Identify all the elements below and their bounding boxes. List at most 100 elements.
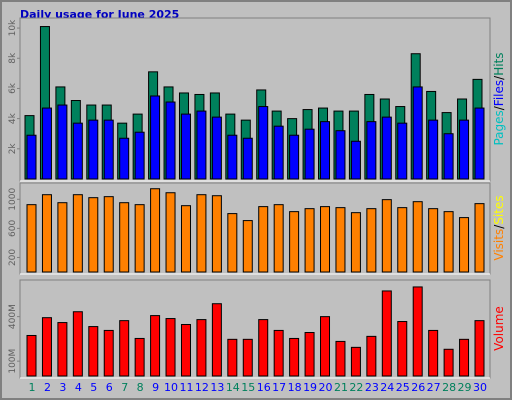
bar <box>474 203 485 273</box>
bar <box>165 318 176 377</box>
bar <box>381 290 392 377</box>
bar <box>196 319 207 377</box>
x-tick-label: 11 <box>179 381 193 394</box>
bar <box>134 204 145 273</box>
bar <box>150 188 161 273</box>
bar <box>443 211 454 273</box>
x-tick-label: 3 <box>59 381 66 394</box>
bar <box>320 316 331 377</box>
bar <box>289 337 300 377</box>
x-tick-label: 8 <box>137 381 144 394</box>
bar <box>289 211 300 273</box>
bar <box>180 205 191 273</box>
bar <box>320 121 331 180</box>
x-tick-label: 15 <box>241 381 255 394</box>
bar <box>57 104 68 180</box>
x-tick-label: 2 <box>44 381 51 394</box>
legend-entry: Sites <box>492 195 506 224</box>
x-tick-label: 19 <box>303 381 317 394</box>
bar <box>211 303 222 377</box>
bar <box>258 106 269 180</box>
bar <box>119 320 130 377</box>
bar <box>397 122 408 180</box>
legend: Visits/Sites <box>492 195 506 260</box>
bar <box>134 337 145 377</box>
bar <box>227 213 238 273</box>
y-tick-label: 1000 <box>8 188 18 211</box>
x-tick-label: 13 <box>210 381 224 394</box>
bar <box>242 220 253 273</box>
bar <box>211 116 222 180</box>
bar <box>443 133 454 180</box>
legend-entry: Volume <box>492 306 506 351</box>
x-tick-label: 26 <box>411 381 425 394</box>
bar <box>381 116 392 180</box>
x-tick-label: 25 <box>396 381 410 394</box>
bar <box>304 332 315 377</box>
bar <box>72 194 83 273</box>
bar <box>273 204 284 273</box>
y-tick-label: 2k <box>8 143 18 155</box>
bar <box>150 95 161 180</box>
y-tick-label: 400M <box>8 304 18 329</box>
bar <box>41 107 52 180</box>
y-tick-label: 100M <box>8 349 18 374</box>
bar <box>397 207 408 273</box>
bar <box>196 110 207 180</box>
bar <box>41 317 52 377</box>
bar <box>273 329 284 377</box>
bar <box>150 315 161 377</box>
x-tick-label: 29 <box>458 381 472 394</box>
x-tick-label: 4 <box>75 381 82 394</box>
legend: Pages/Files/Hits <box>492 52 506 145</box>
y-tick-label: 600 <box>8 220 18 237</box>
bar <box>211 195 222 273</box>
legend-entry: Files <box>492 80 506 106</box>
legend-separator: / <box>492 75 506 80</box>
legend-separator: / <box>492 224 506 229</box>
bar <box>412 201 423 273</box>
bar <box>57 322 68 377</box>
bar <box>366 208 377 273</box>
bar <box>350 212 361 273</box>
bar <box>474 107 485 180</box>
bar <box>335 207 346 273</box>
y-tick-label: 10k <box>8 19 18 36</box>
bar <box>350 346 361 377</box>
bar <box>350 140 361 180</box>
bar <box>165 101 176 180</box>
bar <box>103 119 114 180</box>
y-tick-label: 200 <box>8 249 18 266</box>
bar <box>165 192 176 273</box>
x-tick-label: 24 <box>380 381 394 394</box>
bar <box>381 199 392 273</box>
legend: Volume <box>492 306 506 351</box>
bar <box>443 348 454 377</box>
y-tick-label: 8k <box>8 52 18 64</box>
x-tick-label: 22 <box>349 381 363 394</box>
x-tick-label: 23 <box>365 381 379 394</box>
bar <box>41 194 52 273</box>
bar <box>397 321 408 377</box>
x-tick-label: 18 <box>288 381 302 394</box>
y-tick-label: 4k <box>8 112 18 124</box>
bar <box>26 134 37 180</box>
panel <box>19 279 491 379</box>
bar <box>289 134 300 180</box>
bar <box>103 196 114 273</box>
bar <box>335 340 346 377</box>
bar <box>119 202 130 273</box>
x-tick-label: 7 <box>121 381 128 394</box>
x-tick-label: 1 <box>29 381 36 394</box>
x-tick-label: 17 <box>272 381 286 394</box>
bar <box>196 194 207 273</box>
x-tick-label: 9 <box>152 381 159 394</box>
bar <box>119 137 130 180</box>
bar <box>227 134 238 180</box>
bar <box>227 338 238 377</box>
x-tick-label: 12 <box>195 381 209 394</box>
bar <box>459 119 470 180</box>
bar <box>258 319 269 377</box>
x-tick-label: 27 <box>427 381 441 394</box>
bar <box>459 338 470 377</box>
